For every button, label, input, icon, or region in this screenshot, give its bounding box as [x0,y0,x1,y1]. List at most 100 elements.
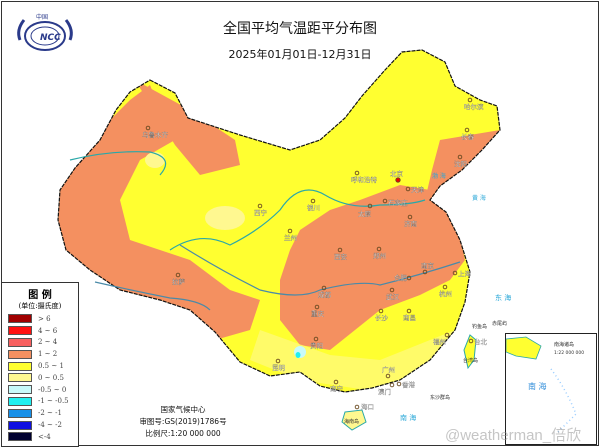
city-dot [367,203,373,209]
city-marker: 哈尔滨 [464,97,484,111]
city-label: 台北 [474,337,488,346]
city-label: 南宁 [330,384,344,393]
legend-rows: > 6 4 ~ 6 2 ~ 4 1 ~ 2 0.5 ~ 1 0 ~ 0.5 -0.5 ~ 0… [2,313,78,443]
legend-item: -0.5 ~ 0 [2,384,78,396]
city-dot [145,125,151,131]
map-footer: 国家气候中心 审图号:GS(2019)1786号 比例尺:1:20 000 00… [128,404,238,440]
city-marker: 福州 [433,332,450,346]
legend-item: <-4 [2,431,78,443]
city-marker: 香港 [396,380,416,389]
taiwan-island [463,334,477,370]
city-dot [444,332,450,338]
legend-item: 4 ~ 6 [2,325,78,337]
label-chiwei: 赤尾屿 [492,320,507,327]
city-dot [275,358,281,364]
ncc-logo: NCC 中国 [17,13,73,51]
city-marker: 澳门 [378,382,395,396]
city-marker: 乌鲁木齐 [142,125,169,139]
city-marker: 北京 [390,169,404,183]
city-label: 成都 [318,290,332,299]
city-label: 银川 [307,203,320,212]
legend-swatch [8,337,32,347]
city-label: 贵阳 [310,341,323,350]
label-south-sea: 南 海 [400,413,416,422]
china-border [57,49,501,393]
legend-swatch [8,361,32,371]
city-label: 合肥 [394,273,408,282]
city-label: 郑州 [373,252,386,260]
inset-title: 南海诸岛 [554,341,574,348]
city-label: 广州 [382,365,395,374]
city-marker: 上海 [452,269,472,278]
city-dot [468,338,474,344]
label-taiwan: 台湾岛 [463,357,478,364]
city-label: 澳门 [378,387,391,396]
legend-swatch [8,432,32,442]
city-label: 西宁 [254,208,268,217]
legend-label: 1 ~ 2 [38,350,58,359]
yellow-river [169,189,426,251]
city-marker: 呼和浩特 [351,170,378,184]
legend-item: 1 ~ 2 [2,348,78,360]
city-label: 北京 [390,169,404,178]
city-label: 重庆 [311,309,325,318]
legend-swatch [8,396,32,406]
city-marker: 重庆 [311,304,325,318]
city-marker: 南昌 [403,308,416,322]
city-marker: 武汉 [386,287,400,301]
city-dot [321,285,327,291]
legend-unit: (单位:摄氏度) [18,302,62,310]
city-dot [310,198,316,204]
label-yellow-sea: 黄 海 [472,194,486,202]
city-marker: 兰州 [284,228,297,242]
city-label: 南昌 [403,313,416,322]
city-marker: 西宁 [254,203,268,217]
city-dot [406,308,412,314]
city-dot [354,170,360,176]
city-marker: 南宁 [330,379,344,393]
city-label: 太原 [358,209,372,218]
yarlung-river [94,281,211,311]
legend-swatch [8,408,32,418]
city-label: 西安 [334,252,348,261]
city-marker: 西安 [334,247,348,261]
inset-sea-label: 南 海 [528,381,547,391]
city-dot [467,97,473,103]
city-dot [313,336,319,342]
city-marker: 杭州 [439,284,452,298]
region-1-2 [280,185,465,350]
city-marker: 沈阳 [454,154,467,168]
map-scale: 比例尺:1:20 000 000 [145,429,221,438]
city-dot [382,198,388,204]
legend-label: 2 ~ 4 [38,338,58,347]
city-marker: 天津 [405,186,425,194]
label-bohai: 渤 海 [432,172,446,180]
city-label: 长沙 [375,313,389,322]
city-dot [395,177,401,183]
legend: 图 例 (单位:摄氏度) > 6 4 ~ 6 2 ~ 4 1 ~ 2 0.5 ~ 1 0 … [1,282,79,447]
legend-label: -1 ~ -0.5 [38,397,69,406]
legend-label: > 6 [38,314,51,323]
region-1-2 [58,85,260,340]
city-marker: 南京 [421,261,435,275]
inset-scale: 1:22 000 000 [554,350,584,356]
city-label: 武汉 [386,292,400,301]
legend-label: -0.5 ~ 0 [38,385,67,394]
city-label: 石家庄 [388,198,408,207]
city-marker: 台北 [468,337,488,346]
legend-swatch [8,349,32,359]
region-1-2 [425,130,500,200]
city-dot [354,404,360,410]
city-dot [378,308,384,314]
legend-label: -4 ~ -2 [38,421,62,430]
legend-swatch [8,326,32,336]
city-label: 哈尔滨 [464,102,484,111]
city-marker: 拉萨 [172,272,186,286]
legend-label: 4 ~ 6 [38,326,58,335]
city-marker: 贵阳 [310,336,323,350]
city-label: 长春 [461,132,475,141]
city-label: 南京 [421,261,435,270]
city-dot [452,270,458,276]
label-hainan: 海南岛 [344,418,359,425]
